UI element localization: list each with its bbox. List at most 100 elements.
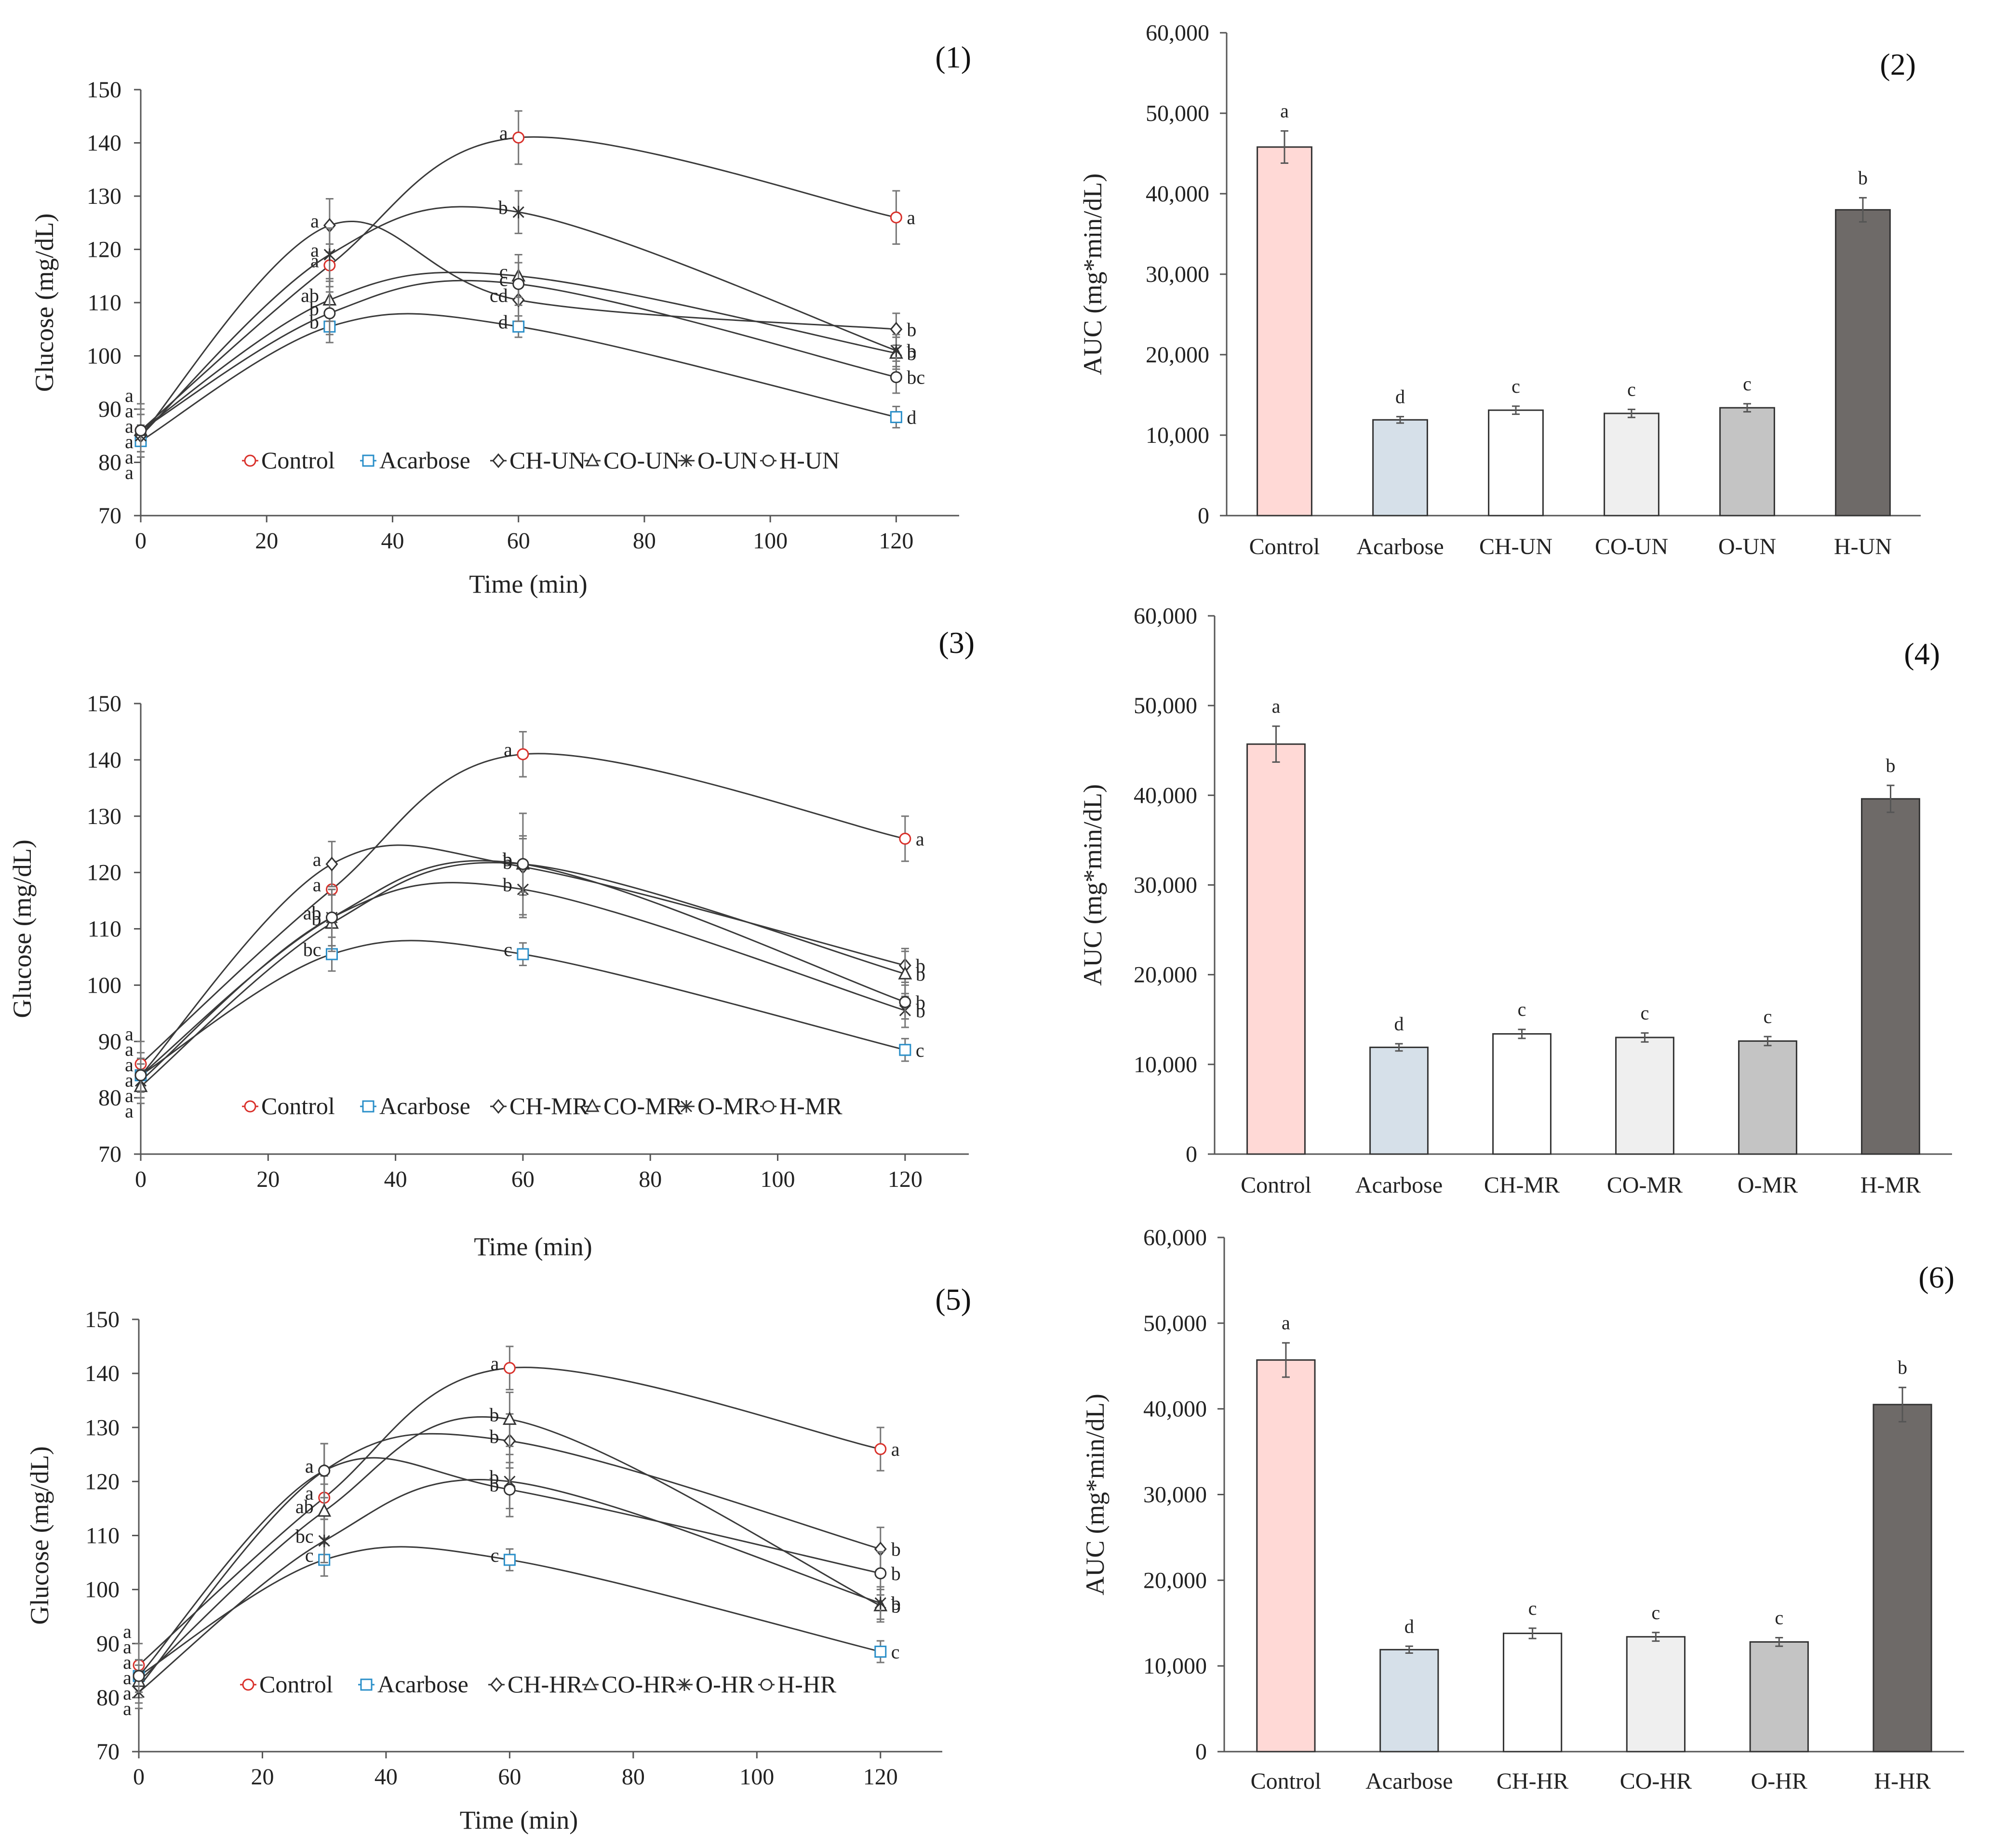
- bar: [1372, 419, 1428, 517]
- y-tick-label: 110: [88, 917, 121, 942]
- data-point: [134, 424, 147, 437]
- x-tick-label: 0: [135, 528, 147, 554]
- significance-letter: a: [313, 874, 321, 896]
- y-tick-label: 10,000: [1146, 423, 1209, 448]
- bar: [1626, 1636, 1686, 1753]
- line-chart-panel-1: (1) 70 80 90 100 110 120 130 140 150 0 20 40 60 80 100 1…: [30, 40, 971, 598]
- legend-label: Control: [261, 1092, 335, 1119]
- significance-letter: b: [916, 955, 925, 976]
- x-tick-label: 20: [251, 1764, 274, 1790]
- series-line: [140, 271, 896, 431]
- category-label: H-HR: [1874, 1768, 1930, 1794]
- data-point: [317, 1503, 332, 1517]
- x-tick-label: 60: [507, 528, 530, 554]
- legend-marker: [360, 1678, 373, 1691]
- bar: [1257, 146, 1312, 517]
- bar-chart-panel-6: (6) 0 10,000 20,000 30,000 40,000 50,000 60,000…: [1081, 1225, 1964, 1794]
- legend-marker: [244, 1100, 256, 1113]
- significance-letter: d: [907, 407, 916, 428]
- x-axis-title: Time (min): [460, 1806, 578, 1835]
- significance-letter: b: [489, 1474, 499, 1496]
- bar: [1379, 1649, 1439, 1753]
- data-point: [325, 911, 338, 924]
- bar: [1749, 1641, 1809, 1753]
- x-tick-label: 120: [863, 1764, 898, 1790]
- panel-label: (2): [1880, 47, 1916, 81]
- significance-letter: d: [498, 311, 508, 333]
- series-line: [138, 1546, 881, 1677]
- significance-letter: c: [1775, 1607, 1783, 1628]
- significance-letter: b: [503, 849, 512, 870]
- category-label: CO-HR: [1620, 1768, 1692, 1794]
- y-tick-label: 90: [98, 1029, 121, 1054]
- y-tick-label: 20,000: [1134, 962, 1197, 988]
- y-tick-label: 0: [1198, 503, 1209, 529]
- line-chart-panel-3: (3) 70 80 90 100 110 120 130 140 150 0 20 40 60 80 100 1…: [8, 625, 975, 1261]
- legend: Control Acarbose CH-HR CO-HR O-HR H-HR: [240, 1671, 837, 1698]
- bar: [1246, 743, 1306, 1155]
- data-point: [899, 833, 911, 845]
- significance-letter: a: [491, 1353, 499, 1374]
- category-label: CH-HR: [1497, 1768, 1568, 1794]
- data-point: [898, 966, 912, 980]
- data-point: [899, 1044, 911, 1056]
- data-point: [512, 320, 525, 333]
- legend-marker: [680, 1100, 693, 1113]
- significance-letter: c: [1627, 379, 1636, 400]
- data-point: [517, 948, 529, 960]
- y-tick-label: 70: [98, 1142, 121, 1167]
- significance-letter: c: [504, 939, 512, 960]
- legend-label: O-HR: [696, 1671, 755, 1698]
- legend-label: Acarbose: [377, 1671, 468, 1698]
- y-axis-title: AUC (mg*min/dL): [1078, 784, 1107, 985]
- legend: Control Acarbose CH-UN CO-UN O-UN H-UN: [242, 447, 840, 474]
- category-label: CO-MR: [1607, 1172, 1683, 1198]
- data-point: [517, 858, 529, 870]
- legend-marker: [492, 1099, 505, 1114]
- legend: Control Acarbose CH-MR CO-MR O-MR H-MR: [242, 1092, 843, 1119]
- significance-letter: bc: [907, 367, 925, 388]
- y-tick-label: 150: [85, 1307, 120, 1332]
- data-point: [503, 1362, 516, 1374]
- significance-letter: a: [123, 1682, 132, 1704]
- significance-letter: bc: [303, 939, 321, 960]
- y-tick-label: 70: [96, 1739, 120, 1765]
- significance-letter: c: [916, 1039, 924, 1061]
- significance-letter: a: [310, 239, 319, 261]
- significance-letter: c: [1528, 1597, 1537, 1619]
- significance-letter: a: [125, 431, 134, 452]
- y-axis-title: Glucose (mg/dL): [30, 213, 59, 392]
- significance-letter: a: [313, 849, 321, 870]
- x-axis-title: Time (min): [474, 1232, 592, 1261]
- significance-letter: c: [491, 1544, 499, 1566]
- x-tick-label: 0: [133, 1764, 145, 1790]
- y-tick-label: 100: [87, 344, 121, 369]
- y-tick-label: 60,000: [1146, 20, 1209, 46]
- x-tick-label: 80: [633, 528, 656, 554]
- category-label: O-MR: [1738, 1172, 1798, 1198]
- data-point: [512, 278, 525, 290]
- significance-letter: b: [916, 1000, 925, 1022]
- y-axis-title: AUC (mg*min/dL): [1081, 1394, 1110, 1595]
- legend-label: O-MR: [697, 1092, 761, 1119]
- data-point: [890, 211, 902, 224]
- y-tick-label: 0: [1195, 1739, 1207, 1765]
- bar: [1615, 1037, 1674, 1155]
- significance-letter: d: [1395, 386, 1405, 408]
- significance-letter: a: [123, 1698, 132, 1719]
- bar: [1492, 1033, 1552, 1155]
- y-tick-label: 40,000: [1146, 181, 1209, 207]
- data-point: [502, 1411, 517, 1425]
- legend-label: CO-UN: [603, 447, 680, 474]
- legend-marker: [362, 1100, 375, 1113]
- legend-label: CO-HR: [602, 1671, 677, 1698]
- data-point: [890, 344, 902, 357]
- y-tick-label: 140: [87, 131, 121, 156]
- significance-letter: b: [907, 343, 916, 364]
- legend-label: H-MR: [779, 1092, 843, 1119]
- x-tick-label: 40: [384, 1167, 407, 1192]
- legend-label: Control: [259, 1671, 333, 1698]
- bar: [1488, 409, 1544, 517]
- y-tick-label: 80: [98, 450, 121, 476]
